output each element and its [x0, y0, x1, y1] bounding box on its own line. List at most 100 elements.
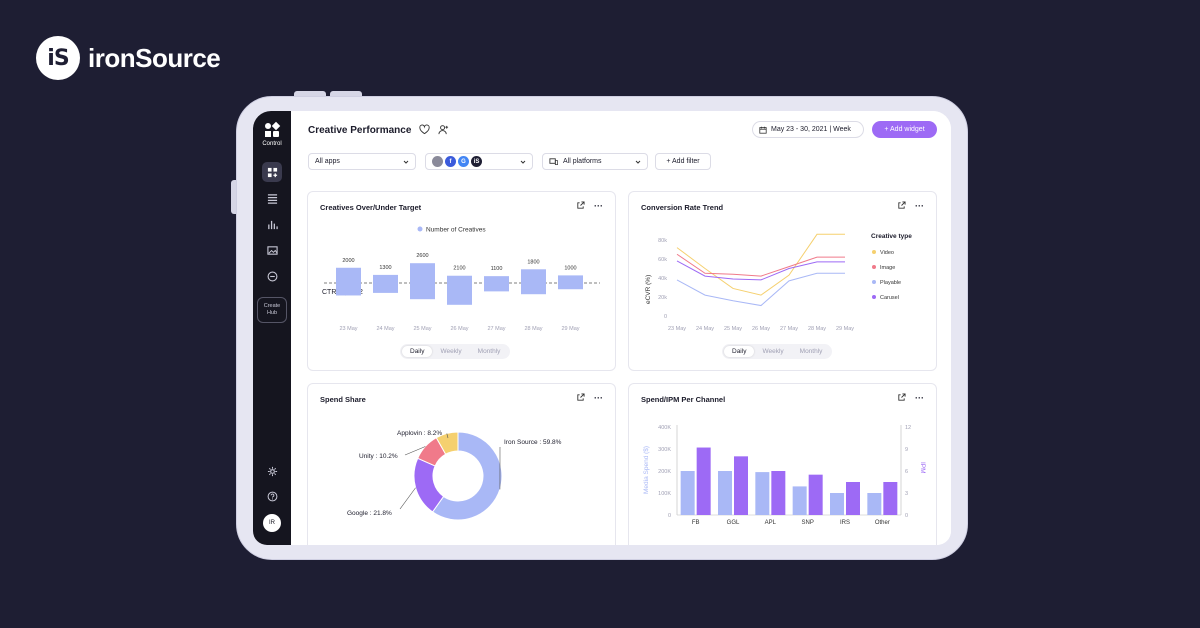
x-tick-label: 26 May — [450, 326, 468, 332]
devices-icon — [549, 158, 558, 166]
bar-value-label: 2000 — [342, 258, 354, 264]
slice-label: Applovin : 8.2% — [397, 430, 442, 437]
legend-label: Video — [880, 250, 894, 256]
card-actions: ··· — [576, 201, 603, 210]
more-options-icon[interactable]: ··· — [594, 200, 603, 211]
y-tick-label: 200K — [658, 469, 671, 475]
external-link-icon[interactable] — [576, 393, 585, 402]
card-creatives-over-under: Creatives Over/Under Target ··· Number o… — [307, 191, 616, 371]
x-tick-label: IRS — [840, 520, 850, 526]
bar[interactable] — [484, 276, 509, 292]
sidebar-item-list[interactable] — [262, 188, 282, 208]
legend-marker — [417, 226, 423, 232]
channels-filter[interactable]: f G iS — [425, 153, 533, 170]
bar-media-spend[interactable] — [867, 493, 882, 515]
x-tick-label: 25 May — [724, 326, 742, 332]
external-link-icon[interactable] — [897, 393, 906, 402]
x-tick-label: 29 May — [836, 326, 854, 332]
bar-media-spend[interactable] — [680, 471, 695, 515]
tablet-top-button — [294, 91, 326, 97]
sidebar-item-analytics[interactable] — [262, 214, 282, 234]
bar-value-label: 2600 — [416, 253, 428, 259]
brand-name: ironSource — [88, 42, 221, 73]
x-tick-label: 24 May — [376, 326, 394, 332]
x-tick-label: 23 May — [668, 326, 686, 332]
y-tick-label: 300K — [658, 447, 671, 453]
bar[interactable] — [447, 275, 472, 305]
platforms-filter-label: All platforms — [563, 158, 602, 165]
left-axis-label: Media Spend ($) — [643, 446, 650, 494]
heart-icon[interactable] — [419, 124, 430, 135]
apps-filter[interactable]: All apps — [308, 153, 416, 170]
tab-monthly[interactable]: Monthly — [799, 348, 823, 355]
bar[interactable] — [521, 269, 546, 295]
bar-ipm[interactable] — [808, 474, 823, 515]
bar-media-spend[interactable] — [718, 471, 732, 515]
y-tick-label: 40k — [658, 276, 667, 282]
series-line-image[interactable] — [676, 253, 845, 277]
sidebar-item-dashboard[interactable] — [262, 162, 282, 182]
card-title: Creatives Over/Under Target — [320, 203, 422, 212]
x-tick-label: 27 May — [487, 326, 505, 332]
channel-chip-google: G — [458, 156, 469, 167]
create-hub-button[interactable]: Create Hub — [257, 297, 287, 323]
slice-leader-line — [399, 487, 416, 510]
series-line-video[interactable] — [676, 233, 845, 296]
bar-media-spend[interactable] — [792, 486, 807, 515]
add-user-icon[interactable] — [438, 124, 449, 135]
slice-iron-source[interactable] — [431, 431, 503, 521]
tab-monthly[interactable]: Monthly — [477, 348, 501, 355]
bar-ipm[interactable] — [696, 447, 711, 515]
tablet-top-button — [330, 91, 362, 97]
x-tick-label: APL — [765, 520, 777, 526]
external-link-icon[interactable] — [897, 201, 906, 210]
legend-label: Image — [880, 265, 895, 271]
bar[interactable] — [336, 267, 361, 296]
bar[interactable] — [373, 274, 398, 293]
slice-label: Unity : 10.2% — [359, 453, 398, 460]
bar-ipm[interactable] — [734, 456, 748, 515]
card-title: Spend/IPM Per Channel — [641, 395, 726, 404]
avatar[interactable]: IR — [263, 514, 281, 532]
bar-ipm[interactable] — [771, 471, 786, 515]
tab-daily[interactable]: Daily — [402, 346, 433, 357]
control-logo-icon[interactable] — [263, 121, 281, 139]
page-title: Creative Performance — [308, 125, 412, 136]
tab-daily[interactable]: Daily — [724, 346, 755, 357]
spend-share-donut: Iron Source : 59.8% Google : 21.8% Unity :… — [347, 430, 562, 521]
date-range-picker[interactable]: May 23 - 30, 2021 | Week — [752, 121, 864, 138]
x-tick-label: FB — [692, 520, 700, 526]
bar-chart-icon — [267, 220, 278, 229]
spend-ipm-bar-chart: Media Spend ($) IPM 0 0 100K 3 200K 6 300K 9 400… — [643, 425, 926, 526]
create-hub-label: Hub — [266, 310, 278, 316]
bar[interactable] — [410, 263, 435, 300]
legend-label: Number of Creatives — [426, 227, 486, 234]
series-line-carusel[interactable] — [676, 260, 845, 281]
calendar-icon — [759, 126, 767, 134]
bar-media-spend[interactable] — [830, 493, 844, 515]
more-options-icon[interactable]: ··· — [915, 200, 924, 211]
sidebar-item-more[interactable] — [262, 266, 282, 286]
slice-applovin[interactable] — [435, 431, 459, 455]
bar[interactable] — [558, 275, 583, 290]
platforms-filter[interactable]: All platforms — [542, 153, 648, 170]
external-link-icon[interactable] — [576, 201, 585, 210]
bar-ipm[interactable] — [846, 482, 860, 515]
tab-weekly[interactable]: Weekly — [440, 348, 462, 355]
control-label: Control — [262, 141, 282, 147]
tab-weekly[interactable]: Weekly — [762, 348, 784, 355]
add-widget-button[interactable]: + Add widget — [872, 121, 937, 138]
bar-ipm[interactable] — [883, 482, 898, 515]
bar-media-spend[interactable] — [755, 472, 770, 515]
sidebar-item-settings[interactable] — [262, 461, 282, 481]
bar-value-label: 1300 — [379, 265, 391, 271]
card-actions: ··· — [897, 201, 924, 210]
x-tick-label: 24 May — [696, 326, 714, 332]
sidebar-item-media[interactable] — [262, 240, 282, 260]
series-line-playable[interactable] — [676, 272, 845, 307]
more-options-icon[interactable]: ··· — [915, 392, 924, 403]
sidebar-item-help[interactable] — [262, 486, 282, 506]
add-filter-button[interactable]: + Add filter — [655, 153, 711, 170]
more-options-icon[interactable]: ··· — [594, 392, 603, 403]
